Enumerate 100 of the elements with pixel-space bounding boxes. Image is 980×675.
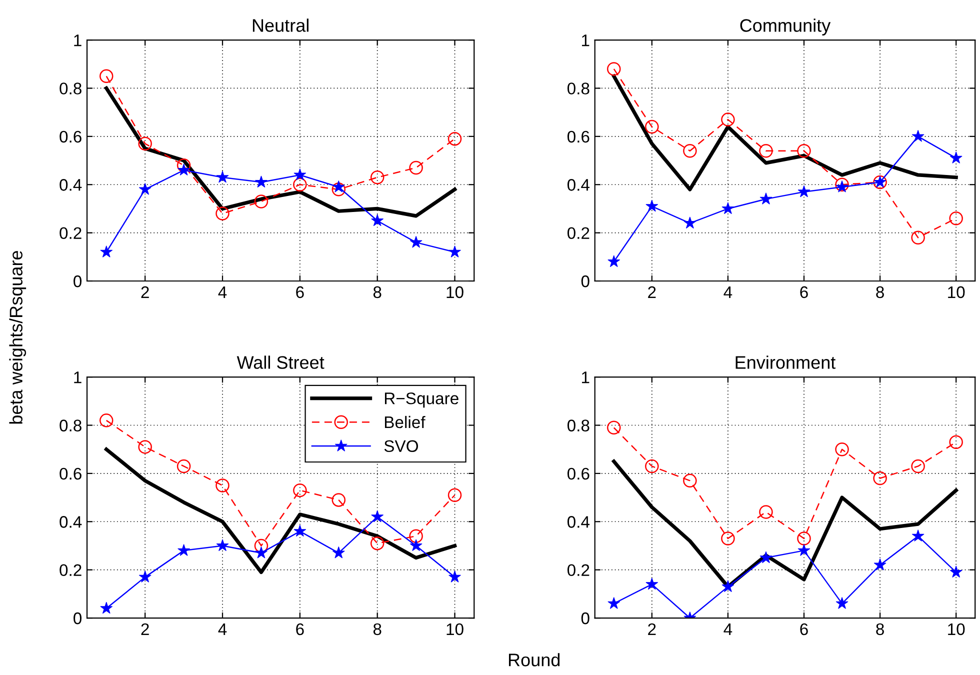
y-tick-label: 1 [582,34,590,46]
point [721,532,735,546]
y-tick-label: 1 [74,372,82,384]
point [216,206,230,220]
x-tick-label: 6 [296,623,304,636]
point [371,214,384,226]
y-tick-label: 0.2 [60,227,82,240]
point [370,170,384,184]
point [950,566,962,578]
y-tick-label: 0.2 [567,564,590,576]
legend-label: R−Square [384,392,458,408]
x-tick-label: 10 [446,286,464,298]
point [911,230,925,244]
point [409,529,423,543]
y-tick-label: 1 [74,34,82,46]
x-tick-label: 10 [446,623,464,636]
x-tick-label: 4 [724,286,732,298]
point [949,211,963,226]
point [294,524,306,537]
point [176,459,191,474]
point [138,440,152,454]
x-tick-label: 8 [373,286,382,298]
y-tick-label: 0.2 [60,564,82,576]
x-tick-label: 10 [948,286,965,298]
y-tick-label: 0 [74,275,82,288]
point [721,112,735,126]
point [100,602,113,614]
y-tick-label: 0.4 [60,516,82,528]
x-axis-title: Round [508,653,560,666]
point [216,539,229,552]
point [178,544,190,556]
point [332,180,345,192]
point [409,160,423,175]
point [606,420,621,435]
chart-title: Environment [736,356,836,369]
point [873,471,887,486]
point [835,442,849,456]
point [760,551,772,564]
legend-label: Belief [384,416,426,428]
x-tick-label: 2 [648,623,656,635]
x-tick-label: 4 [218,624,227,635]
point [216,170,229,183]
point [608,255,620,268]
y-tick-label: 0 [581,612,590,624]
y-tick-label: 0.4 [60,179,82,191]
point [293,483,307,498]
chart-title: Community [740,18,831,36]
x-tick-label: 6 [800,286,808,298]
point [645,459,659,474]
point [138,570,152,582]
point [606,62,621,76]
y-tick-label: 1 [582,372,590,384]
point [835,178,849,192]
y-tick-label: 0.6 [567,130,590,143]
point [254,194,268,208]
x-tick-label: 4 [218,286,227,298]
point [797,144,811,158]
chart-title: Wall Street [236,356,324,369]
point [798,544,810,556]
point [176,158,191,172]
point [216,478,230,492]
point [608,597,620,609]
point [760,192,772,204]
point [684,216,696,229]
x-tick-label: 2 [141,286,149,298]
point [949,435,963,449]
y-tick-label: 0 [74,612,82,624]
x-tick-label: 8 [373,623,382,636]
y-tick-label: 0.8 [567,420,590,432]
point [100,246,113,258]
x-tick-label: 6 [800,623,808,636]
point [100,69,114,84]
point [410,236,422,248]
point [332,546,345,558]
point [798,185,810,198]
x-tick-label: 10 [948,623,965,636]
point [759,144,773,158]
point [448,132,462,146]
chart-title: Neutral [252,18,308,32]
point [254,546,268,558]
x-tick-label: 8 [876,286,884,298]
point [912,530,924,542]
point [683,474,697,488]
point [138,182,152,195]
point [912,130,924,142]
point [836,180,848,192]
x-tick-label: 6 [296,286,304,298]
point [646,578,658,590]
point [371,510,384,522]
point [294,168,306,180]
point [911,459,925,474]
point [293,178,307,192]
point [759,505,773,519]
point [254,538,268,553]
y-tick-label: 0.8 [567,82,590,94]
x-tick-label: 8 [876,623,884,636]
point [178,164,190,176]
point [645,120,659,134]
point [836,597,848,609]
point [683,144,697,158]
